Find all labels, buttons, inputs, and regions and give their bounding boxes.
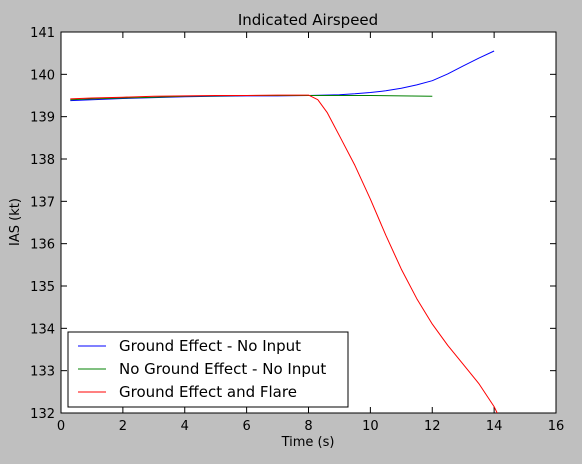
x-tick-label: 2: [119, 419, 127, 434]
legend-label-no-ground-effect: No Ground Effect - No Input: [119, 360, 326, 378]
legend-label-ground-effect: Ground Effect - No Input: [119, 337, 301, 355]
x-tick-label: 14: [486, 419, 503, 434]
y-axis-label: IAS (kt): [8, 198, 23, 246]
y-tick-label: 138: [30, 153, 55, 168]
y-tick-label: 141: [30, 26, 55, 41]
axis-ticks: 0 2 4 6 8 10 12 14 16 132 133 134 135 136 137 138 139 140…: [30, 26, 564, 434]
series-lines: [70, 50, 498, 414]
x-tick-label: 10: [362, 419, 379, 434]
x-tick-label: 0: [57, 419, 65, 434]
legend: Ground Effect - No Input No Ground Effec…: [67, 331, 349, 408]
chart-title: Indicated Airspeed: [238, 11, 378, 29]
y-tick-label: 134: [30, 322, 55, 337]
y-tick-label: 137: [30, 195, 55, 210]
x-tick-label: 4: [181, 419, 189, 434]
x-tick-label: 16: [548, 419, 565, 434]
x-axis-label: Time (s): [281, 435, 335, 450]
x-tick-label: 12: [424, 419, 441, 434]
series-line-ground-effect-flare: [70, 94, 498, 414]
legend-box: [67, 331, 349, 408]
y-tick-label: 136: [30, 238, 55, 253]
legend-label-ground-effect-flare: Ground Effect and Flare: [119, 383, 297, 401]
y-tick-label: 135: [30, 280, 55, 295]
x-tick-label: 6: [242, 419, 250, 434]
x-tick-label: 8: [304, 419, 312, 434]
y-tick-label: 133: [30, 365, 55, 380]
y-tick-label: 139: [30, 111, 55, 126]
y-tick-label: 140: [30, 68, 55, 83]
y-tick-label: 132: [30, 407, 55, 422]
